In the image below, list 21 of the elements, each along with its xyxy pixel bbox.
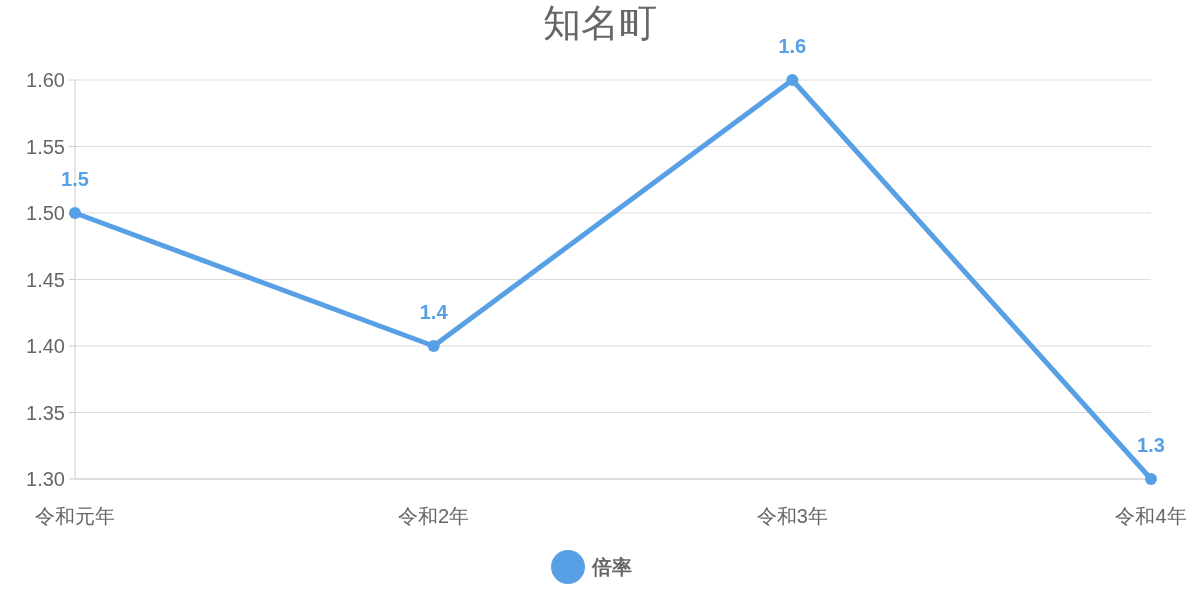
legend-label: 倍率: [591, 556, 632, 578]
x-tick-label: 令和4年: [1115, 505, 1187, 527]
x-tick-label: 令和3年: [756, 505, 828, 527]
data-label: 1.5: [61, 168, 89, 190]
point: [69, 207, 81, 219]
data-label: 1.4: [419, 301, 449, 323]
data-label: 1.3: [1137, 434, 1165, 456]
y-tick-label: 1.50: [26, 202, 65, 224]
point: [1145, 473, 1157, 485]
point: [786, 74, 799, 86]
y-tick-label: 1.55: [26, 135, 65, 158]
y-tick-label: 1.35: [26, 401, 65, 424]
y-tick-label: 1.60: [26, 69, 65, 91]
point: [427, 340, 440, 352]
y-tick-label: 1.30: [26, 468, 65, 490]
x-tick-label: 令和元年: [35, 505, 115, 527]
chart-title: 知名町: [543, 2, 657, 44]
data-label: 1.6: [778, 35, 807, 57]
y-tick-label: 1.45: [26, 268, 65, 291]
x-tick-label: 令和2年: [398, 505, 470, 527]
y-tick-label: 1.40: [26, 335, 65, 357]
